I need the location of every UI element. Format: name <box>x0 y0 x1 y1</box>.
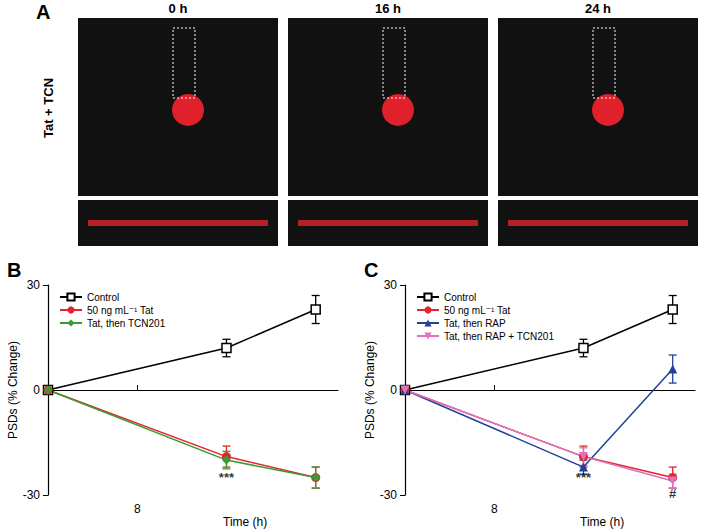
svg-text:24 h: 24 h <box>585 1 611 16</box>
svg-text:Control: Control <box>444 292 476 303</box>
svg-text:50 ng mL⁻¹ Tat: 50 ng mL⁻¹ Tat <box>87 305 153 316</box>
svg-text:PSDs (% Change): PSDs (% Change) <box>6 341 20 439</box>
svg-text:C: C <box>364 259 378 281</box>
svg-text:Tat, then RAP + TCN201: Tat, then RAP + TCN201 <box>444 331 554 342</box>
svg-text:A: A <box>36 1 50 23</box>
svg-text:-30: -30 <box>23 488 41 502</box>
svg-text:Tat, then RAP: Tat, then RAP <box>444 318 506 329</box>
svg-text:0: 0 <box>390 383 397 397</box>
svg-text:30: 30 <box>27 278 41 292</box>
svg-text:#: # <box>669 486 677 501</box>
svg-text:-30: -30 <box>380 488 398 502</box>
svg-text:0: 0 <box>33 383 40 397</box>
svg-text:8: 8 <box>134 502 141 516</box>
svg-text:Tat, then TCN201: Tat, then TCN201 <box>87 318 166 329</box>
svg-text:B: B <box>7 259 21 281</box>
svg-text:50 ng mL⁻¹ Tat: 50 ng mL⁻¹ Tat <box>444 305 510 316</box>
svg-text:Time (h): Time (h) <box>223 515 267 529</box>
svg-text:Control: Control <box>87 292 119 303</box>
svg-text:30: 30 <box>384 278 398 292</box>
svg-text:16 h: 16 h <box>375 1 401 16</box>
svg-text:Tat + TCN: Tat + TCN <box>41 78 56 138</box>
svg-text:Time (h): Time (h) <box>580 515 624 529</box>
svg-text:***: *** <box>219 470 235 485</box>
svg-text:8: 8 <box>491 502 498 516</box>
svg-text:0 h: 0 h <box>169 1 188 16</box>
svg-text:PSDs (% Change): PSDs (% Change) <box>363 341 377 439</box>
svg-text:***: *** <box>576 470 592 485</box>
